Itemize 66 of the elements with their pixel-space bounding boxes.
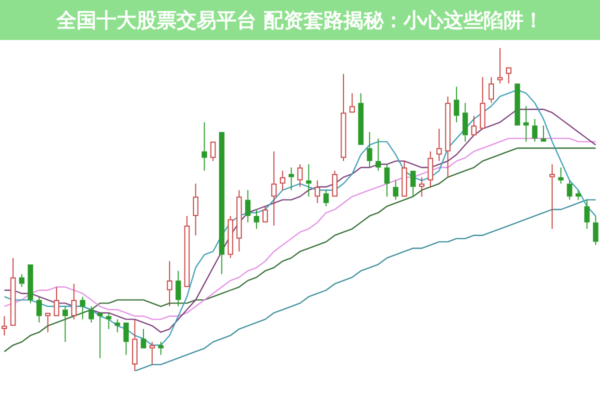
candlestick <box>36 296 42 324</box>
candlestick <box>280 170 286 191</box>
candlestick <box>488 76 494 104</box>
candlestick <box>45 312 51 333</box>
candlestick <box>454 86 460 123</box>
candlestick <box>358 92 364 145</box>
candlestick <box>54 286 60 316</box>
candlestick <box>558 167 564 184</box>
candlestick <box>314 180 320 204</box>
candlestick <box>202 122 208 172</box>
candlestick <box>80 296 86 320</box>
candlestick <box>236 190 242 252</box>
candlestick <box>88 306 94 324</box>
candlestick <box>436 128 442 162</box>
candlestick <box>62 306 68 342</box>
candlestick <box>106 312 112 330</box>
candlestick <box>419 176 424 198</box>
candlestick <box>366 131 372 168</box>
candlestick <box>576 190 581 200</box>
candlestick <box>28 264 34 304</box>
candlestick <box>462 102 468 142</box>
candlestick <box>288 167 294 191</box>
candlestick <box>219 132 224 275</box>
candlestick <box>410 170 416 198</box>
candlestick <box>176 270 181 307</box>
candlestick <box>166 260 172 307</box>
candlestick <box>158 341 164 356</box>
candlestick <box>384 164 390 198</box>
candlestick <box>323 190 329 207</box>
candlestick <box>114 318 120 333</box>
candlestick <box>566 180 572 200</box>
candlestick <box>402 160 408 197</box>
candlestick <box>262 206 268 222</box>
candlestick <box>445 96 451 178</box>
candlestick <box>306 164 312 198</box>
candlestick <box>349 92 355 113</box>
candlestick <box>532 118 538 142</box>
candlestick <box>392 180 398 200</box>
candlestick <box>592 215 598 246</box>
candlestick <box>10 257 16 326</box>
candlestick <box>471 115 477 136</box>
candlestick <box>584 199 590 230</box>
candlestick <box>271 150 277 226</box>
candlestick <box>123 322 129 356</box>
candlestick <box>428 150 434 188</box>
candlestick <box>497 48 503 84</box>
candlestick <box>192 183 198 236</box>
candlestick <box>254 209 260 230</box>
candlestick <box>210 142 216 162</box>
candlestick <box>19 274 24 288</box>
candlestick <box>523 106 529 142</box>
candlestick <box>149 341 155 366</box>
candlestick <box>245 190 251 223</box>
candlestick <box>340 73 346 162</box>
candlestick <box>140 328 146 348</box>
chart-title: 全国十大股票交易平台 配资套路揭秘：小心这些陷阱！ <box>0 0 600 40</box>
candlestick <box>297 164 303 188</box>
candlestick <box>506 67 512 84</box>
candlestick <box>132 318 138 372</box>
candlestick <box>228 215 234 258</box>
candlestick <box>480 76 486 129</box>
candlestick <box>332 170 338 197</box>
candlestick <box>184 215 190 288</box>
candlestick <box>71 283 77 320</box>
candlestick <box>376 138 381 172</box>
candlestick <box>549 164 555 230</box>
